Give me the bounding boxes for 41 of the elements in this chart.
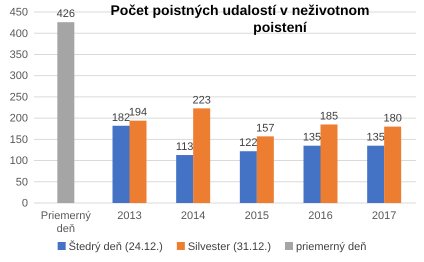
y-tick-label: 200 xyxy=(10,112,28,125)
x-tick-label: 2017 xyxy=(372,210,396,222)
x-tick-label: 2016 xyxy=(308,210,333,222)
legend-label: priemerný deň xyxy=(296,241,366,253)
y-tick-label: 300 xyxy=(10,70,28,82)
y-tick-label: 0 xyxy=(22,198,28,210)
data-label: 194 xyxy=(128,106,148,119)
y-tick-label: 450 xyxy=(10,6,28,19)
x-tick-label: 2014 xyxy=(180,210,206,222)
chart-title: Počet poistných udalostí v neživotnom poistení xyxy=(110,2,370,35)
bar xyxy=(367,146,384,203)
x-tick-label: 2015 xyxy=(244,210,270,222)
bar xyxy=(57,22,74,203)
bar xyxy=(112,126,130,203)
data-label: 426 xyxy=(56,8,76,20)
bar xyxy=(176,155,194,203)
data-label: 182 xyxy=(112,112,130,124)
bar xyxy=(320,124,338,203)
data-label: 223 xyxy=(192,94,211,106)
data-label: 113 xyxy=(176,141,194,154)
data-label: 185 xyxy=(320,110,338,122)
y-tick-label: 400 xyxy=(10,28,28,40)
x-tick-label: 2013 xyxy=(117,210,142,222)
y-tick-label: 250 xyxy=(10,91,28,104)
x-tick-label: Priemerný deň xyxy=(40,210,92,235)
bar xyxy=(193,108,210,203)
y-tick-label: 150 xyxy=(10,134,28,146)
data-label: 157 xyxy=(256,122,275,134)
y-tick-label: 100 xyxy=(10,155,28,168)
bar xyxy=(304,146,320,203)
bar xyxy=(384,126,402,203)
legend-label: Štedrý deň (24.12.) xyxy=(68,240,163,253)
bar xyxy=(256,136,274,203)
legend-label: Silvester (31.12.) xyxy=(188,241,271,253)
data-label: 135 xyxy=(302,132,322,144)
bar xyxy=(240,151,257,203)
data-label: 122 xyxy=(239,137,258,150)
data-label: 180 xyxy=(383,112,402,125)
y-tick-label: 50 xyxy=(16,176,28,188)
y-tick-label: 350 xyxy=(10,48,28,61)
bar xyxy=(130,120,146,203)
